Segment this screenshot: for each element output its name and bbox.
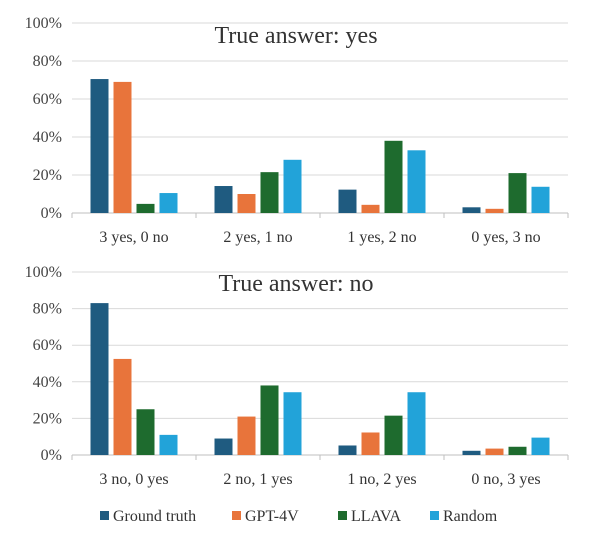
bar xyxy=(237,194,256,213)
bar xyxy=(113,358,132,455)
legend-label: LLAVA xyxy=(351,508,402,525)
bar xyxy=(136,203,155,213)
legend-swatch xyxy=(430,511,439,520)
x-category-label: 1 no, 2 yes xyxy=(347,471,416,488)
x-category-label: 0 yes, 3 no xyxy=(471,229,540,246)
x-category-label: 2 yes, 1 no xyxy=(223,229,292,246)
legend-swatch xyxy=(232,511,241,520)
bar xyxy=(361,432,380,455)
bar xyxy=(407,392,426,455)
bar xyxy=(338,189,357,213)
bar xyxy=(260,172,279,213)
bar xyxy=(159,193,178,213)
bar xyxy=(260,385,279,455)
bar xyxy=(462,450,481,455)
y-tick-label: 100% xyxy=(25,264,62,281)
bar xyxy=(338,445,357,455)
bar xyxy=(508,173,527,213)
x-category-label: 3 yes, 0 no xyxy=(99,229,168,246)
bar xyxy=(214,438,233,455)
bar xyxy=(384,415,403,455)
x-category-label: 1 yes, 2 no xyxy=(347,229,416,246)
legend-swatch xyxy=(338,511,347,520)
bar xyxy=(90,303,109,455)
bar xyxy=(113,81,132,214)
bar xyxy=(237,416,256,455)
bar xyxy=(283,159,302,213)
bar xyxy=(531,437,550,455)
y-tick-label: 80% xyxy=(33,301,62,318)
bar xyxy=(361,204,380,213)
bar xyxy=(508,446,527,455)
y-tick-label: 60% xyxy=(33,337,62,354)
y-tick-label: 40% xyxy=(33,374,62,391)
legend-label: GPT-4V xyxy=(245,508,299,525)
x-category-label: 0 no, 3 yes xyxy=(471,471,540,488)
chart-title: True answer: yes xyxy=(214,23,377,49)
x-category-label: 3 no, 0 yes xyxy=(99,471,168,488)
bar xyxy=(136,409,155,455)
y-tick-label: 80% xyxy=(33,53,62,70)
bar xyxy=(90,79,109,213)
bar xyxy=(485,448,504,455)
y-tick-label: 0% xyxy=(41,205,62,222)
bar xyxy=(462,207,481,213)
y-tick-label: 40% xyxy=(33,129,62,146)
y-tick-label: 0% xyxy=(41,447,62,464)
bar xyxy=(407,150,426,213)
bar xyxy=(485,208,504,213)
chart-title: True answer: no xyxy=(218,271,373,297)
y-tick-label: 20% xyxy=(33,410,62,427)
y-tick-label: 60% xyxy=(33,91,62,108)
bar xyxy=(531,186,550,213)
bar xyxy=(159,434,178,455)
x-category-label: 2 no, 1 yes xyxy=(223,471,292,488)
legend-label: Random xyxy=(443,508,498,525)
legend-label: Ground truth xyxy=(113,508,196,525)
bar xyxy=(214,186,233,213)
legend-swatch xyxy=(100,511,109,520)
y-tick-label: 100% xyxy=(25,15,62,32)
bar xyxy=(283,392,302,455)
bar xyxy=(384,140,403,213)
y-tick-label: 20% xyxy=(33,167,62,184)
